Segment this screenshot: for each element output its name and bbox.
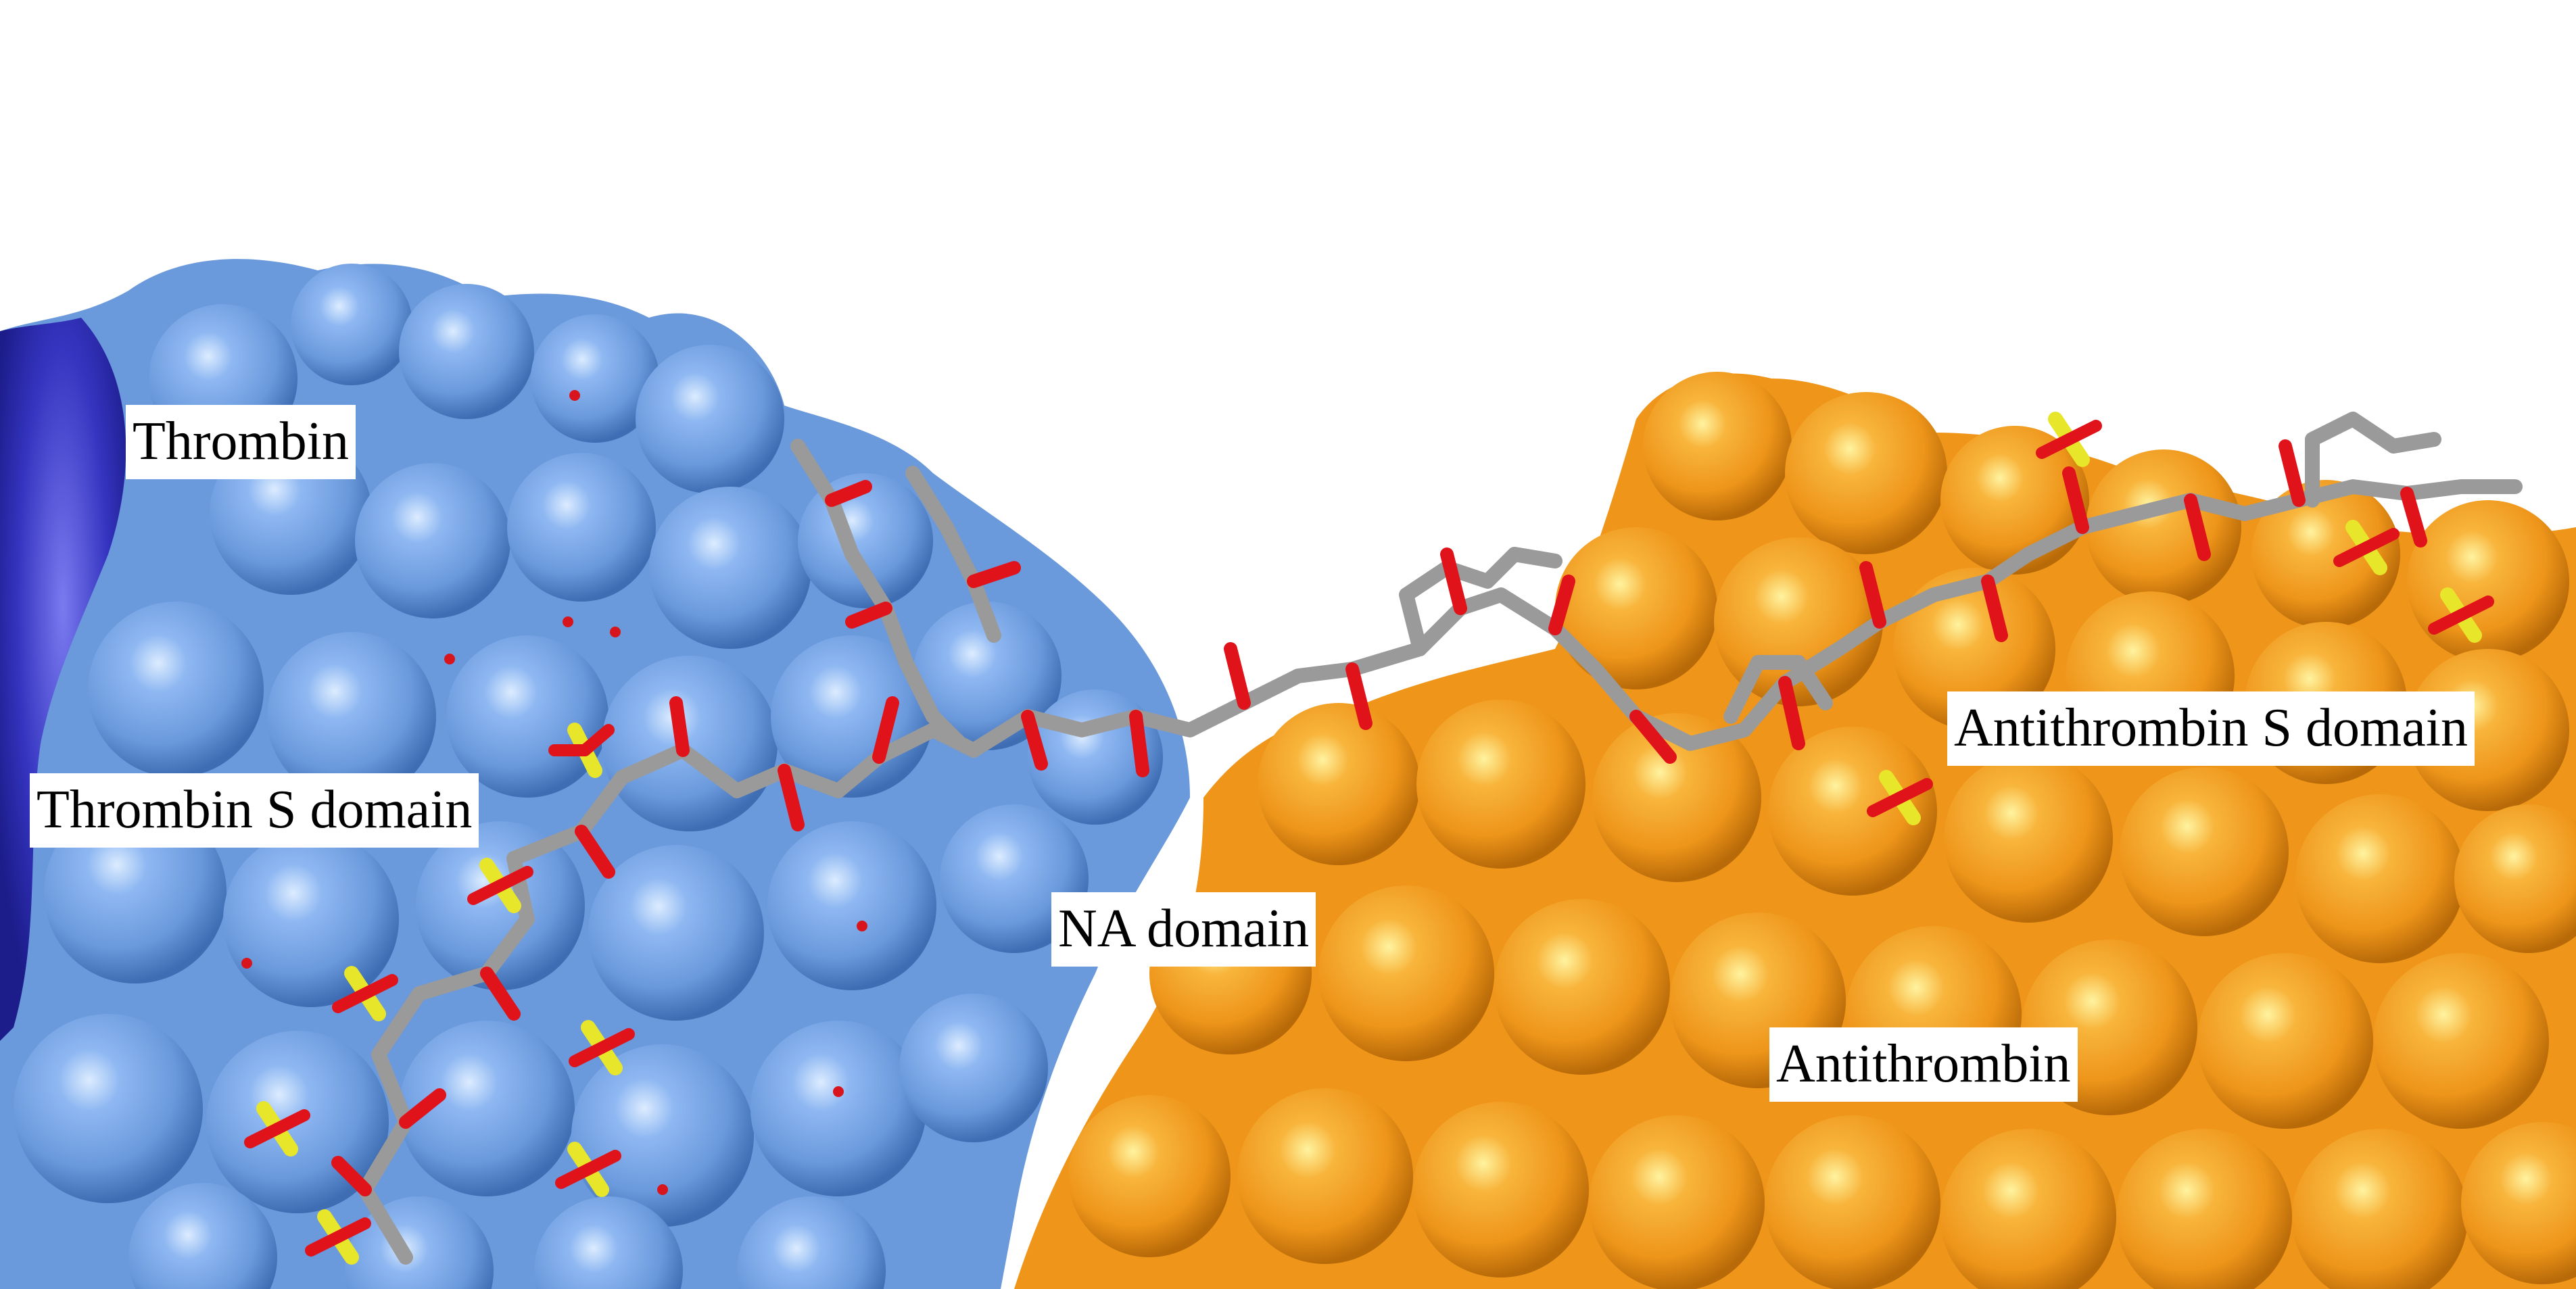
antithrombin-surface-lobes [1068,372,2576,1289]
water-molecules [241,390,867,1195]
thrombin-surface [0,259,1190,1289]
label-thrombin-s-domain: Thrombin S domain [30,773,479,848]
label-thrombin: Thrombin [126,405,356,479]
thrombin-surface-lobes [14,264,1163,1289]
label-na-domain: NA domain [1051,892,1316,967]
label-antithrombin-s-domain: Antithrombin S domain [1947,691,2475,766]
antithrombin-surface [1014,372,2576,1289]
heparin-chain [331,412,2523,1265]
label-antithrombin: Antithrombin [1769,1027,2078,1102]
sulfate-groups [244,412,2494,1265]
